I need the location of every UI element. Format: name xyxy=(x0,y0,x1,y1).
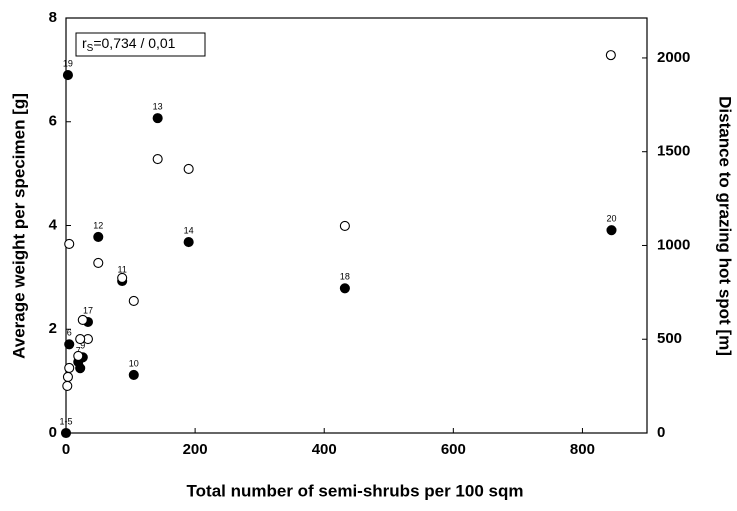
point-label: 9 xyxy=(80,341,85,351)
x-axis-label: Total number of semi-shrubs per 100 sqm xyxy=(187,481,524,500)
y2-tick-label: 0 xyxy=(657,424,665,441)
x-tick-label: 400 xyxy=(312,441,337,458)
point xyxy=(60,427,72,439)
y2-axis-label: Distance to grazing hot spot [m] xyxy=(716,96,735,356)
point xyxy=(64,238,75,250)
point-label: 14 xyxy=(184,225,194,235)
y-tick-label: 2 xyxy=(49,320,57,337)
point-label: 17 xyxy=(83,305,93,315)
point-label: 6 xyxy=(67,328,72,338)
y-tick-label: 4 xyxy=(49,216,58,233)
point xyxy=(64,362,75,373)
y2-tick-label: 1500 xyxy=(657,143,690,160)
point-label: 19 xyxy=(63,58,73,68)
annotation-box xyxy=(75,32,206,57)
point xyxy=(93,231,104,242)
plot-frame xyxy=(65,17,648,434)
annotation: rS=0,734 / 0,01 xyxy=(82,35,176,54)
point-label: 12 xyxy=(93,220,103,230)
y-tick-label: 8 xyxy=(49,9,57,26)
point xyxy=(152,113,163,124)
x-tick-label: 0 xyxy=(62,441,70,458)
y2-tick-label: 2000 xyxy=(657,49,690,66)
point xyxy=(62,380,73,391)
point-label: 10 xyxy=(129,358,139,368)
y2-tick-label: 1000 xyxy=(657,236,690,253)
y-axis-label: Average weight per specimen [g] xyxy=(9,93,28,359)
point xyxy=(75,363,86,374)
point xyxy=(339,220,350,232)
point xyxy=(183,237,194,248)
x-tick-label: 800 xyxy=(570,441,595,458)
y-tick-label: 0 xyxy=(49,424,57,441)
point xyxy=(75,333,86,345)
annotation-subscript: S xyxy=(87,43,94,54)
point xyxy=(93,257,104,268)
point xyxy=(128,295,139,307)
x-tick-label: 200 xyxy=(183,441,208,458)
y2-tick-label: 500 xyxy=(657,330,682,347)
point-label: 7 xyxy=(76,345,81,355)
point xyxy=(77,314,88,325)
annotation-symbol: r xyxy=(82,35,87,51)
point-label: 11 xyxy=(117,264,126,274)
y-tick-label: 6 xyxy=(49,113,57,130)
point xyxy=(62,70,73,81)
point xyxy=(62,371,73,382)
point xyxy=(339,283,350,294)
point-label: 1-5 xyxy=(59,416,72,426)
point xyxy=(117,272,128,283)
x-tick-label: 600 xyxy=(441,441,466,458)
point xyxy=(152,153,163,165)
point-label: 18 xyxy=(340,272,350,282)
annotation-text: =0,734 / 0,01 xyxy=(93,35,175,51)
point xyxy=(128,369,139,380)
point xyxy=(605,50,616,61)
point xyxy=(606,225,617,236)
point xyxy=(183,163,194,175)
point xyxy=(64,339,75,350)
point-label: 20 xyxy=(606,214,616,224)
point-label: 13 xyxy=(153,101,163,111)
point xyxy=(73,350,84,361)
